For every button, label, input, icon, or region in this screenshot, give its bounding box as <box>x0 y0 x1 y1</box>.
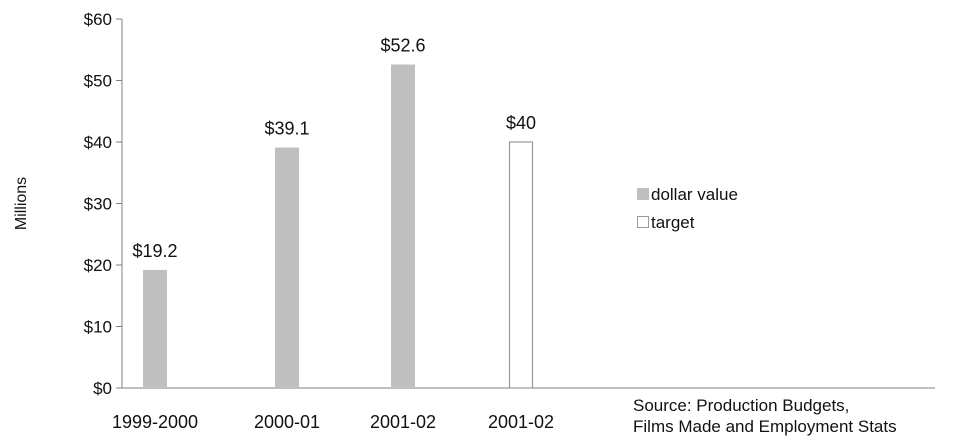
data-label: $40 <box>506 113 536 133</box>
y-tick-label: $30 <box>84 195 112 214</box>
data-label: $19.2 <box>132 241 177 261</box>
legend-swatch-target <box>637 216 649 228</box>
legend-swatch-dollar-value <box>637 188 649 200</box>
x-tick-label: 2001-02 <box>370 412 436 432</box>
y-tick-label: $60 <box>84 10 112 29</box>
x-tick-label: 2001-02 <box>488 412 554 432</box>
source-line-1: Source: Production Budgets, <box>633 396 850 415</box>
y-tick-label: $20 <box>84 256 112 275</box>
legend-label: target <box>651 213 695 232</box>
data-label: $52.6 <box>380 36 425 56</box>
y-tick-label: $0 <box>93 379 112 398</box>
bar-target <box>508 141 534 389</box>
source-line-2: Films Made and Employment Stats <box>633 417 897 436</box>
x-tick-label: 1999-2000 <box>112 412 198 432</box>
y-axis-label: Millions <box>13 177 30 230</box>
y-tick-label: $50 <box>84 72 112 91</box>
y-tick-label: $10 <box>84 318 112 337</box>
bar-dollar-value <box>143 269 167 388</box>
x-tick-label: 2000-01 <box>254 412 320 432</box>
source-note: Source: Production Budgets, Films Made a… <box>633 395 897 437</box>
legend-label: dollar value <box>651 185 738 204</box>
data-label: $39.1 <box>264 119 309 139</box>
bar-dollar-value <box>275 147 299 388</box>
bar-dollar-value <box>391 64 415 388</box>
y-tick-label: $40 <box>84 133 112 152</box>
